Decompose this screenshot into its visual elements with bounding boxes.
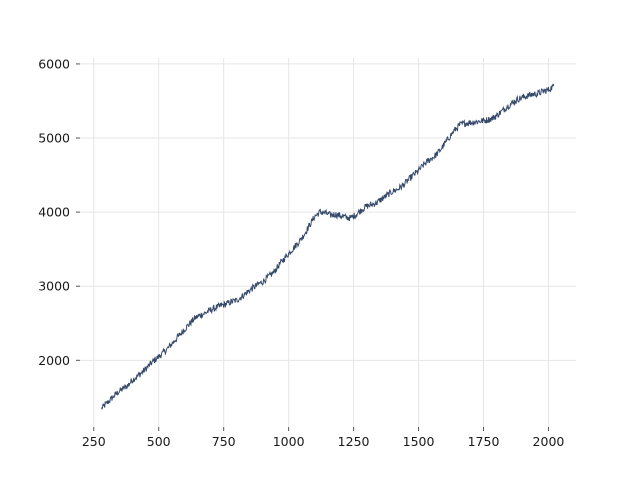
y-tick-label: 4000 [38, 205, 70, 220]
y-axis-labels: 2000 3000 4000 5000 6000 [38, 56, 70, 367]
x-tick-label: 750 [212, 434, 236, 449]
y-grid [80, 63, 576, 361]
y-tick-label: 3000 [38, 279, 70, 294]
x-grid [93, 58, 549, 427]
tick-marks [76, 63, 549, 431]
x-tick-label: 250 [82, 434, 106, 449]
y-tick-label: 2000 [38, 353, 70, 368]
series-line [101, 83, 555, 410]
x-tick-label: 1000 [273, 434, 305, 449]
y-tick-label: 6000 [38, 56, 70, 71]
x-tick-label: 1750 [468, 434, 500, 449]
series-layer [101, 83, 555, 410]
x-tick-label: 1250 [338, 434, 370, 449]
x-tick-label: 1500 [403, 434, 435, 449]
x-axis-labels: 250 500 750 1000 1250 1500 1750 2000 [82, 434, 565, 449]
y-tick-label: 5000 [38, 131, 70, 146]
x-tick-label: 500 [147, 434, 171, 449]
x-tick-label: 2000 [533, 434, 565, 449]
